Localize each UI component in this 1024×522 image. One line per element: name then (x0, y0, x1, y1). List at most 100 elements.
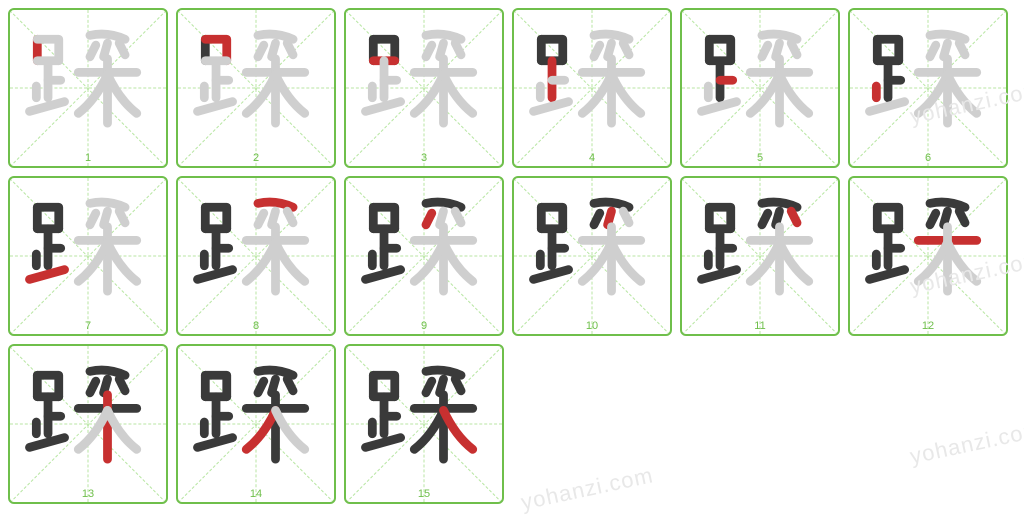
character-svg (346, 346, 502, 502)
stroke-path (959, 43, 965, 55)
stroke-path (455, 43, 461, 55)
stroke-path (30, 438, 65, 448)
stroke-path (276, 410, 305, 449)
stroke-path (119, 211, 125, 223)
step-number: 4 (589, 152, 595, 164)
stroke-cell: 5 (680, 8, 840, 168)
step-number: 13 (82, 488, 94, 500)
stroke-path (444, 242, 473, 281)
step-number: 6 (925, 152, 931, 164)
character-svg (178, 10, 334, 166)
stroke-cell: 11 (680, 176, 840, 336)
stroke-path (702, 270, 737, 280)
stroke-cell: 4 (512, 8, 672, 168)
stroke-path (90, 370, 125, 375)
stroke-path (918, 74, 947, 113)
stroke-path (426, 45, 432, 57)
stroke-path (366, 438, 401, 448)
stroke-path (930, 45, 936, 57)
step-number: 11 (754, 320, 765, 332)
stroke-path (455, 379, 461, 391)
stroke-cell: 2 (176, 8, 336, 168)
stroke-path (582, 74, 611, 113)
stroke-cell: 7 (8, 176, 168, 336)
stroke-path (948, 242, 977, 281)
stroke-path (702, 102, 737, 112)
stroke-path (444, 410, 473, 449)
stroke-path (276, 74, 305, 113)
stroke-path (455, 211, 461, 223)
step-number: 14 (250, 488, 262, 500)
stroke-path (426, 34, 461, 39)
step-number: 15 (418, 488, 430, 500)
stroke-path (612, 74, 641, 113)
stroke-path (444, 74, 473, 113)
stroke-path (90, 381, 96, 393)
stroke-path (870, 102, 905, 112)
stroke-path (258, 213, 264, 225)
stroke-path (623, 43, 629, 55)
character-svg (346, 178, 502, 334)
step-number: 8 (253, 320, 259, 332)
stroke-path (90, 45, 96, 57)
stroke-path (612, 242, 641, 281)
stroke-path (959, 211, 965, 223)
stroke-path (258, 34, 293, 39)
stroke-path (762, 213, 768, 225)
stroke-path (287, 379, 293, 391)
stroke-path (414, 74, 443, 113)
stroke-path (594, 202, 629, 207)
stroke-path (780, 74, 809, 113)
stroke-path (119, 43, 125, 55)
character-svg (850, 10, 1006, 166)
stroke-path (750, 242, 779, 281)
stroke-path (30, 102, 65, 112)
stroke-path (90, 213, 96, 225)
step-number: 3 (421, 152, 427, 164)
stroke-path (930, 213, 936, 225)
stroke-cell: 13 (8, 344, 168, 504)
stroke-path (414, 410, 443, 449)
stroke-path (366, 102, 401, 112)
stroke-path (918, 242, 947, 281)
stroke-path (414, 242, 443, 281)
character-svg (178, 346, 334, 502)
stroke-path (276, 242, 305, 281)
step-number: 7 (85, 320, 91, 332)
step-number: 2 (253, 152, 259, 164)
character-svg (178, 178, 334, 334)
stroke-path (426, 213, 432, 225)
stroke-path (780, 242, 809, 281)
stroke-path (258, 370, 293, 375)
stroke-path (534, 270, 569, 280)
stroke-path (791, 43, 797, 55)
stroke-path (246, 74, 275, 113)
character-svg (346, 10, 502, 166)
stroke-path (870, 270, 905, 280)
stroke-path (594, 45, 600, 57)
stroke-path (198, 270, 233, 280)
stroke-path (198, 438, 233, 448)
stroke-cell: 14 (176, 344, 336, 504)
character-svg (682, 178, 838, 334)
step-number: 12 (922, 320, 934, 332)
character-svg (850, 178, 1006, 334)
stroke-path (762, 202, 797, 207)
stroke-cell: 15 (344, 344, 504, 504)
character-svg (10, 346, 166, 502)
stroke-path (750, 74, 779, 113)
character-svg (682, 10, 838, 166)
stroke-path (246, 410, 275, 449)
stroke-path (426, 370, 461, 375)
stroke-path (594, 34, 629, 39)
step-number: 10 (586, 320, 598, 332)
stroke-path (258, 381, 264, 393)
stroke-cell: 9 (344, 176, 504, 336)
stroke-path (246, 242, 275, 281)
stroke-path (198, 102, 233, 112)
stroke-path (582, 242, 611, 281)
stroke-path (534, 102, 569, 112)
stroke-cell: 8 (176, 176, 336, 336)
stroke-path (90, 34, 125, 39)
stroke-path (119, 379, 125, 391)
